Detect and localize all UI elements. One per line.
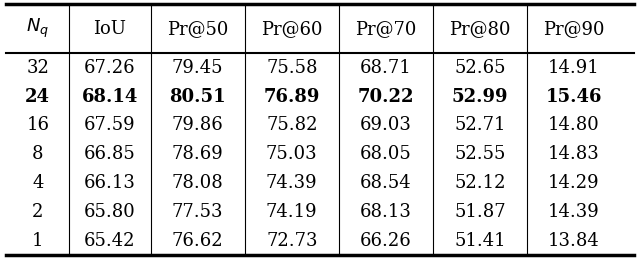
Text: 65.80: 65.80 — [84, 203, 136, 221]
Text: 1: 1 — [32, 232, 44, 250]
Text: 14.29: 14.29 — [548, 174, 600, 192]
Text: 80.51: 80.51 — [170, 88, 226, 106]
Text: 69.03: 69.03 — [360, 117, 412, 134]
Text: 74.19: 74.19 — [266, 203, 317, 221]
Text: 67.26: 67.26 — [84, 59, 136, 77]
Text: 13.84: 13.84 — [548, 232, 600, 250]
Text: 8: 8 — [32, 145, 44, 163]
Text: 24: 24 — [25, 88, 51, 106]
Text: 14.91: 14.91 — [548, 59, 600, 77]
Text: 79.45: 79.45 — [172, 59, 223, 77]
Text: $N_q$: $N_q$ — [26, 17, 49, 40]
Text: 75.58: 75.58 — [266, 59, 317, 77]
Text: 78.69: 78.69 — [172, 145, 223, 163]
Text: 65.42: 65.42 — [84, 232, 136, 250]
Text: 79.86: 79.86 — [172, 117, 223, 134]
Text: 76.62: 76.62 — [172, 232, 223, 250]
Text: 2: 2 — [32, 203, 44, 221]
Text: 67.59: 67.59 — [84, 117, 136, 134]
Text: 68.13: 68.13 — [360, 203, 412, 221]
Text: 75.82: 75.82 — [266, 117, 317, 134]
Text: 70.22: 70.22 — [358, 88, 414, 106]
Text: 52.55: 52.55 — [454, 145, 506, 163]
Text: Pr@50: Pr@50 — [167, 20, 228, 38]
Text: 76.89: 76.89 — [264, 88, 320, 106]
Text: 52.65: 52.65 — [454, 59, 506, 77]
Text: 68.05: 68.05 — [360, 145, 412, 163]
Text: 15.46: 15.46 — [546, 88, 602, 106]
Text: Pr@60: Pr@60 — [261, 20, 323, 38]
Text: 68.71: 68.71 — [360, 59, 412, 77]
Text: 74.39: 74.39 — [266, 174, 317, 192]
Text: 72.73: 72.73 — [266, 232, 317, 250]
Text: 14.83: 14.83 — [548, 145, 600, 163]
Text: 66.13: 66.13 — [84, 174, 136, 192]
Text: 52.99: 52.99 — [452, 88, 508, 106]
Text: 4: 4 — [32, 174, 44, 192]
Text: 51.87: 51.87 — [454, 203, 506, 221]
Text: 16: 16 — [26, 117, 49, 134]
Text: 52.71: 52.71 — [454, 117, 506, 134]
Text: Pr@70: Pr@70 — [355, 20, 417, 38]
Text: 75.03: 75.03 — [266, 145, 317, 163]
Text: 32: 32 — [26, 59, 49, 77]
Text: 78.08: 78.08 — [172, 174, 223, 192]
Text: Pr@80: Pr@80 — [449, 20, 511, 38]
Text: 68.14: 68.14 — [82, 88, 138, 106]
Text: 51.41: 51.41 — [454, 232, 506, 250]
Text: 66.85: 66.85 — [84, 145, 136, 163]
Text: 77.53: 77.53 — [172, 203, 223, 221]
Text: IoU: IoU — [93, 20, 126, 38]
Text: 52.12: 52.12 — [454, 174, 506, 192]
Text: 14.80: 14.80 — [548, 117, 600, 134]
Text: 14.39: 14.39 — [548, 203, 600, 221]
Text: Pr@90: Pr@90 — [543, 20, 605, 38]
Text: 68.54: 68.54 — [360, 174, 412, 192]
Text: 66.26: 66.26 — [360, 232, 412, 250]
